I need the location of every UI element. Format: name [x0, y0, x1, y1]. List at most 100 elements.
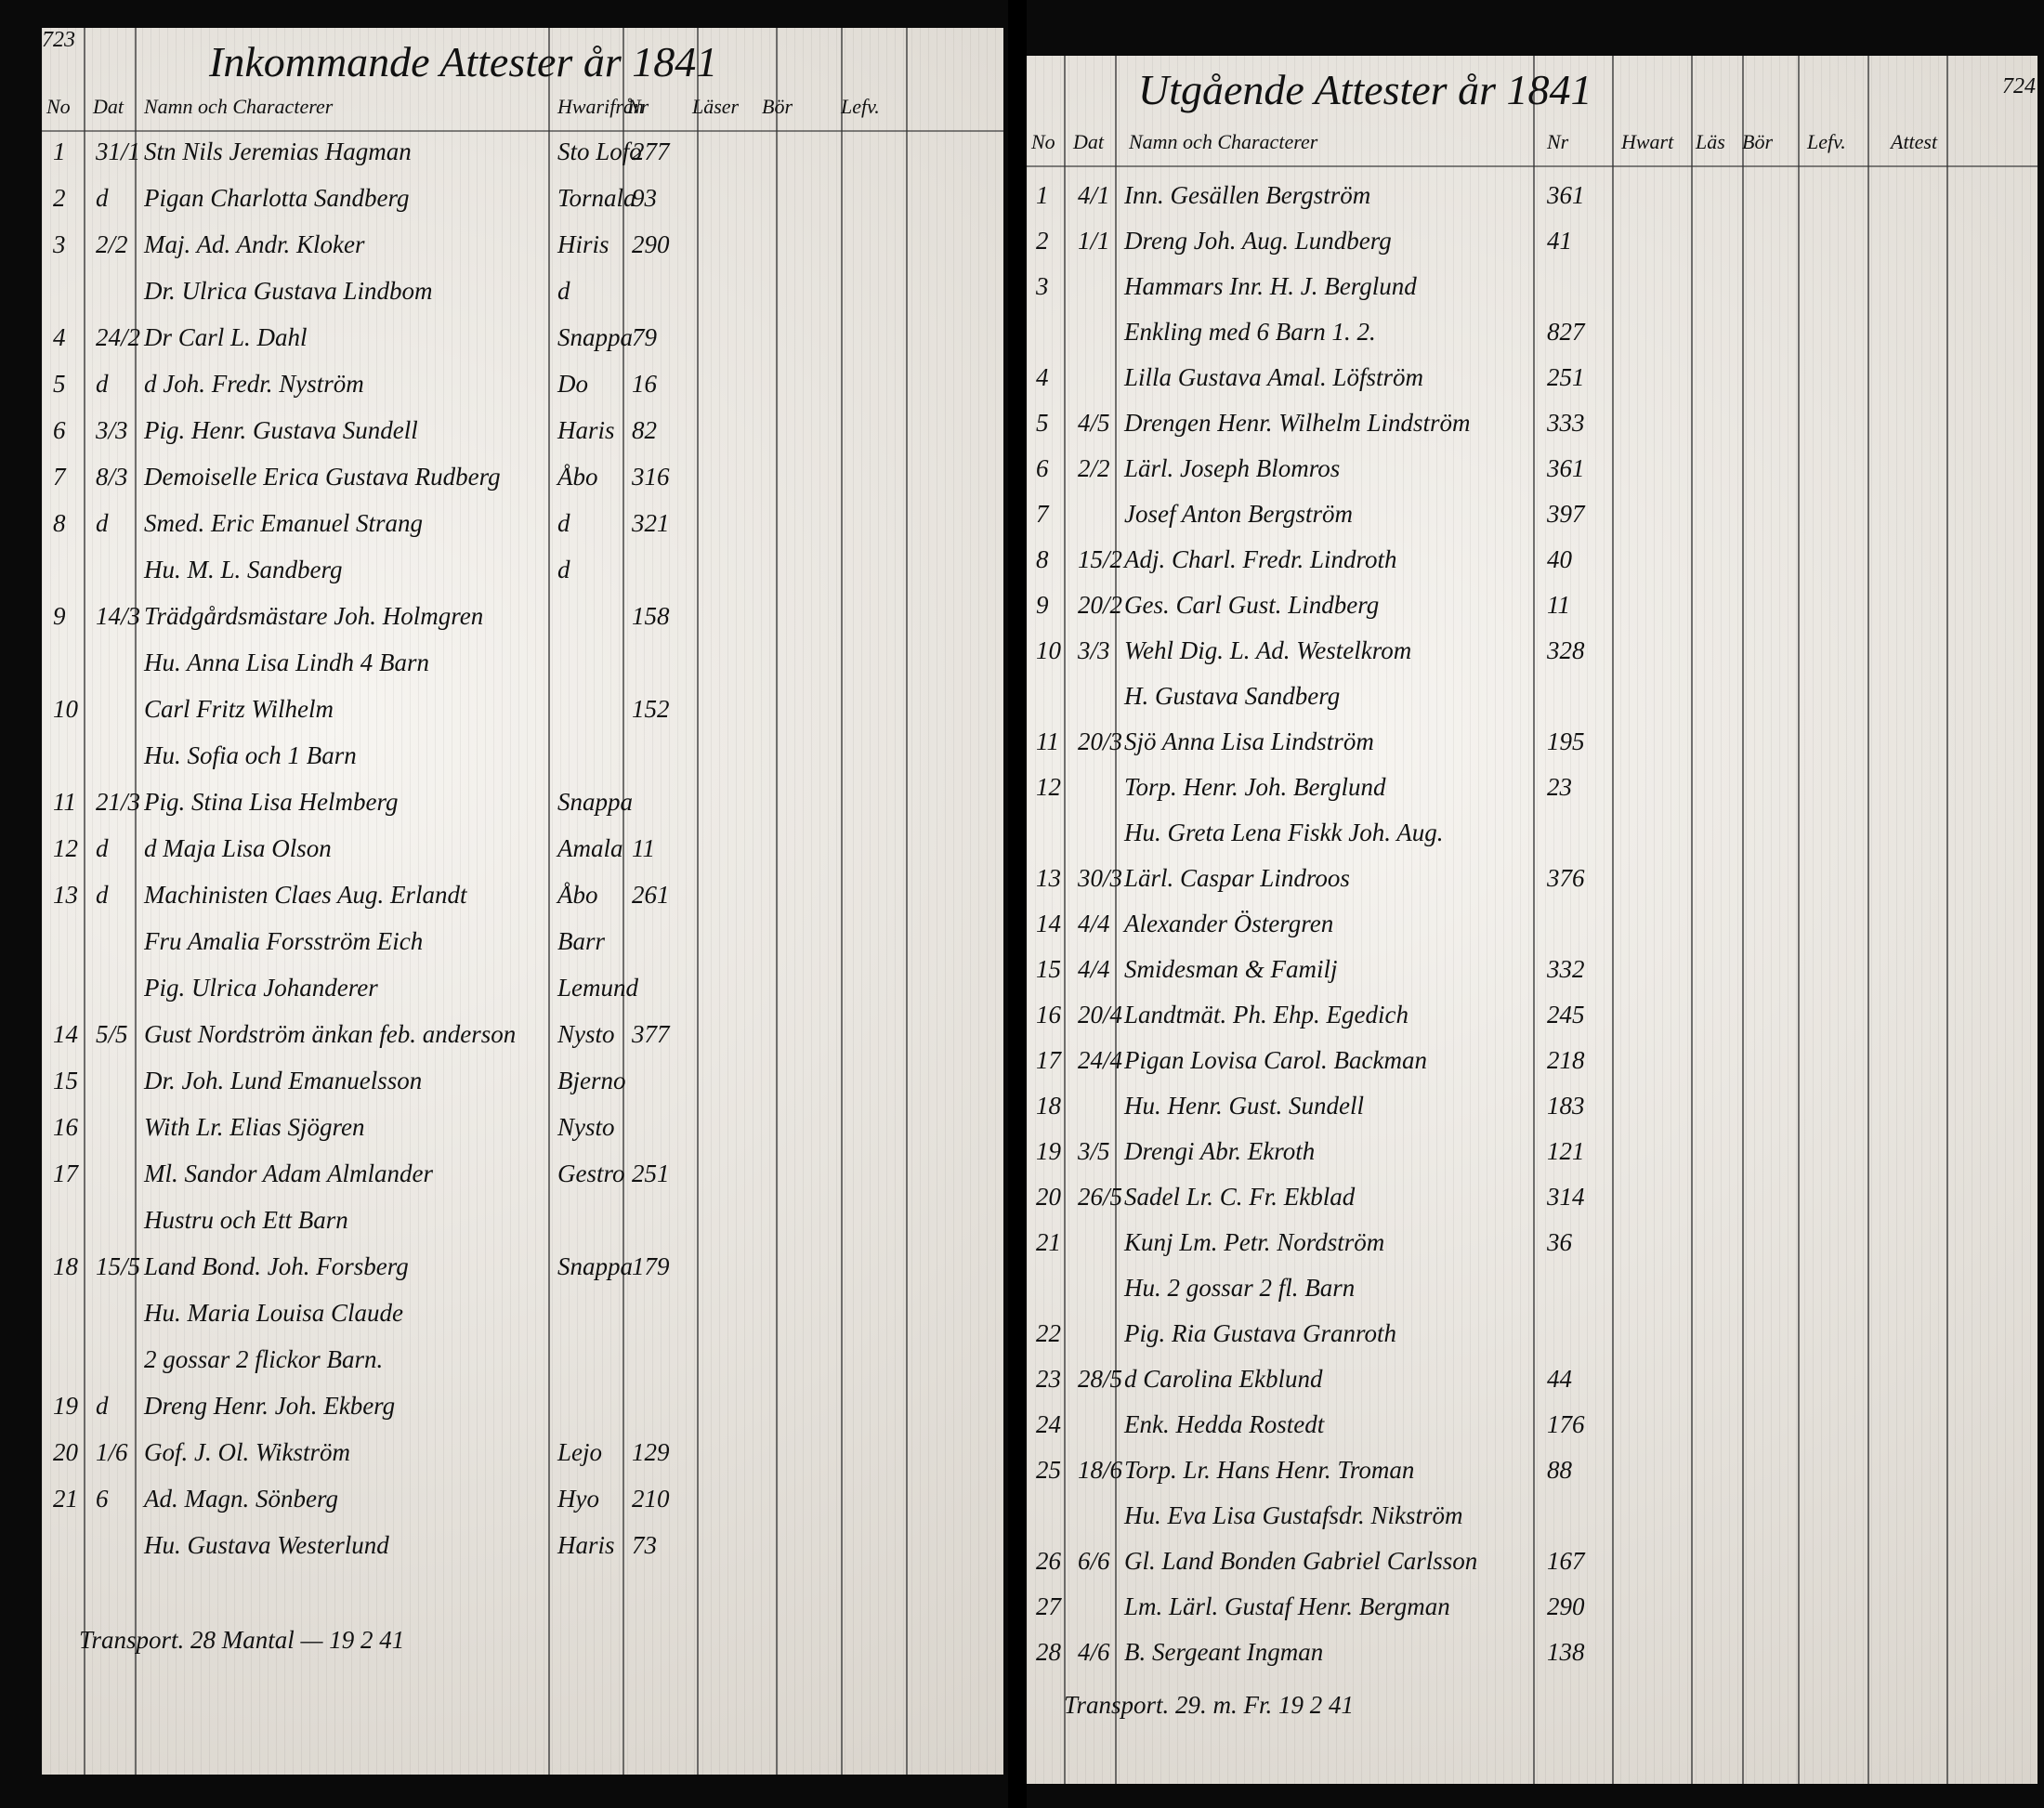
entry-date: 24/4	[1078, 1046, 1123, 1074]
entry-name: Carl Fritz Wilhelm	[144, 695, 334, 723]
entry-date: 4/4	[1078, 955, 1110, 983]
entry-name: Dr. Ulrica Gustava Lindbom	[144, 277, 433, 305]
entry-nr: 377	[632, 1020, 670, 1048]
entry-date: d	[96, 834, 109, 862]
entry-date: 30/3	[1078, 864, 1123, 892]
entry-nr: 251	[632, 1159, 670, 1187]
page-number: 724	[2002, 74, 2036, 98]
column-header: No	[46, 95, 71, 118]
entry-no: 15	[1036, 955, 1061, 983]
column-header: Läs	[1696, 130, 1725, 153]
column-header: Nr	[1547, 130, 1569, 153]
entry-name: Kunj Lm. Petr. Nordström	[1124, 1228, 1385, 1256]
entry-date: 5/5	[96, 1020, 128, 1048]
entry-no: 3	[1036, 272, 1049, 300]
entry-no: 4	[1036, 363, 1049, 391]
entry-no: 21	[1036, 1228, 1061, 1256]
entry-nr: 361	[1547, 181, 1585, 209]
entry-nr: 316	[632, 463, 670, 491]
entry-no: 6	[1036, 454, 1049, 482]
entry-name: Pig. Stina Lisa Helmberg	[144, 788, 399, 816]
entry-name: Hu. 2 gossar 2 fl. Barn	[1124, 1274, 1356, 1302]
entry-name: H. Gustava Sandberg	[1124, 682, 1341, 710]
entry-no: 13	[1036, 864, 1061, 892]
entry-name: Enkling med 6 Barn 1. 2.	[1124, 318, 1376, 346]
book-gutter	[1008, 0, 1027, 1808]
entry-name: Land Bond. Joh. Forsberg	[144, 1252, 409, 1280]
entry-nr: 73	[632, 1531, 657, 1559]
entry-no: 9	[53, 602, 66, 630]
entry-name: Maj. Ad. Andr. Kloker	[144, 230, 365, 258]
column-rule	[1946, 56, 1948, 1784]
column-rule	[548, 28, 550, 1775]
entry-no: 19	[1036, 1137, 1061, 1165]
entry-no: 8	[53, 509, 66, 537]
entry-from: Snappa	[557, 323, 633, 351]
entry-date: 2/2	[96, 230, 128, 258]
entry-name: Stn Nils Jeremias Hagman	[144, 138, 412, 165]
entry-nr: 321	[632, 509, 670, 537]
entry-nr: 251	[1547, 363, 1585, 391]
entry-name: B. Sergeant Ingman	[1124, 1638, 1324, 1666]
entry-name: Gl. Land Bonden Gabriel Carlsson	[1124, 1547, 1478, 1575]
entry-no: 24	[1036, 1410, 1061, 1438]
entry-nr: 40	[1547, 545, 1572, 573]
left-page: Inkommande Attester år 1841 723 No Dat Namn …	[42, 28, 1003, 1775]
entry-no: 7	[1036, 500, 1049, 528]
entry-nr: 158	[632, 602, 670, 630]
entry-date: 1/6	[96, 1438, 128, 1466]
entry-name: Dr. Joh. Lund Emanuelsson	[144, 1067, 423, 1094]
entry-no: 4	[53, 323, 66, 351]
entry-name: Hu. Eva Lisa Gustafsdr. Nikström	[1124, 1501, 1463, 1529]
entry-no: 7	[53, 463, 66, 491]
entry-date: d	[96, 881, 109, 909]
entry-name: Sadel Lr. C. Fr. Ekblad	[1124, 1183, 1356, 1211]
entry-name: Dr Carl L. Dahl	[144, 323, 308, 351]
header-rule	[1027, 165, 2037, 167]
column-rule	[1533, 56, 1535, 1784]
entry-name: Gof. J. Ol. Wikström	[144, 1438, 350, 1466]
entry-date: 31/1	[96, 138, 141, 165]
page-footer: Transport. 29. m. Fr. 19 2 41	[1064, 1691, 1355, 1719]
entry-no: 27	[1036, 1592, 1061, 1620]
entry-name: Hu. Maria Louisa Claude	[144, 1299, 404, 1327]
entry-nr: 82	[632, 416, 657, 444]
entry-no: 17	[1036, 1046, 1061, 1074]
entry-nr: 245	[1547, 1001, 1585, 1028]
entry-nr: 218	[1547, 1046, 1585, 1074]
column-header: Hwart	[1621, 130, 1674, 153]
entry-from: Bjerno	[557, 1067, 626, 1094]
entry-nr: 195	[1547, 727, 1585, 755]
entry-name: Pig. Henr. Gustava Sundell	[144, 416, 418, 444]
entry-no: 23	[1036, 1365, 1061, 1393]
entry-name: d Maja Lisa Olson	[144, 834, 332, 862]
column-header: Hwarifrån	[557, 95, 644, 118]
entry-name: Hu. M. L. Sandberg	[144, 556, 343, 583]
entry-nr: 183	[1547, 1092, 1585, 1120]
entry-name: Hu. Sofia och 1 Barn	[144, 741, 357, 769]
entry-name: Pig. Ulrica Johanderer	[144, 974, 378, 1002]
entry-no: 13	[53, 881, 78, 909]
entry-from: d	[557, 509, 570, 537]
entry-name: Wehl Dig. L. Ad. Westelkrom	[1124, 636, 1412, 664]
entry-no: 28	[1036, 1638, 1061, 1666]
entry-nr: 261	[632, 881, 670, 909]
entry-nr: 210	[632, 1485, 670, 1513]
column-header: Bör	[762, 95, 793, 118]
entry-date: 4/5	[1078, 409, 1110, 437]
entry-nr: 79	[632, 323, 657, 351]
entry-from: Hyo	[557, 1485, 599, 1513]
entry-date: 26/5	[1078, 1183, 1123, 1211]
entry-no: 12	[53, 834, 78, 862]
entry-nr: 290	[1547, 1592, 1585, 1620]
entry-from: Tornala	[557, 184, 636, 212]
entry-no: 8	[1036, 545, 1049, 573]
entry-from: Snappa	[557, 788, 633, 816]
entry-nr: 332	[1547, 955, 1585, 983]
entry-date: 18/6	[1078, 1456, 1123, 1484]
entry-date: 2/2	[1078, 454, 1110, 482]
entry-date: 15/5	[96, 1252, 141, 1280]
column-header: Lefv.	[1807, 130, 1846, 153]
entry-date: d	[96, 184, 109, 212]
